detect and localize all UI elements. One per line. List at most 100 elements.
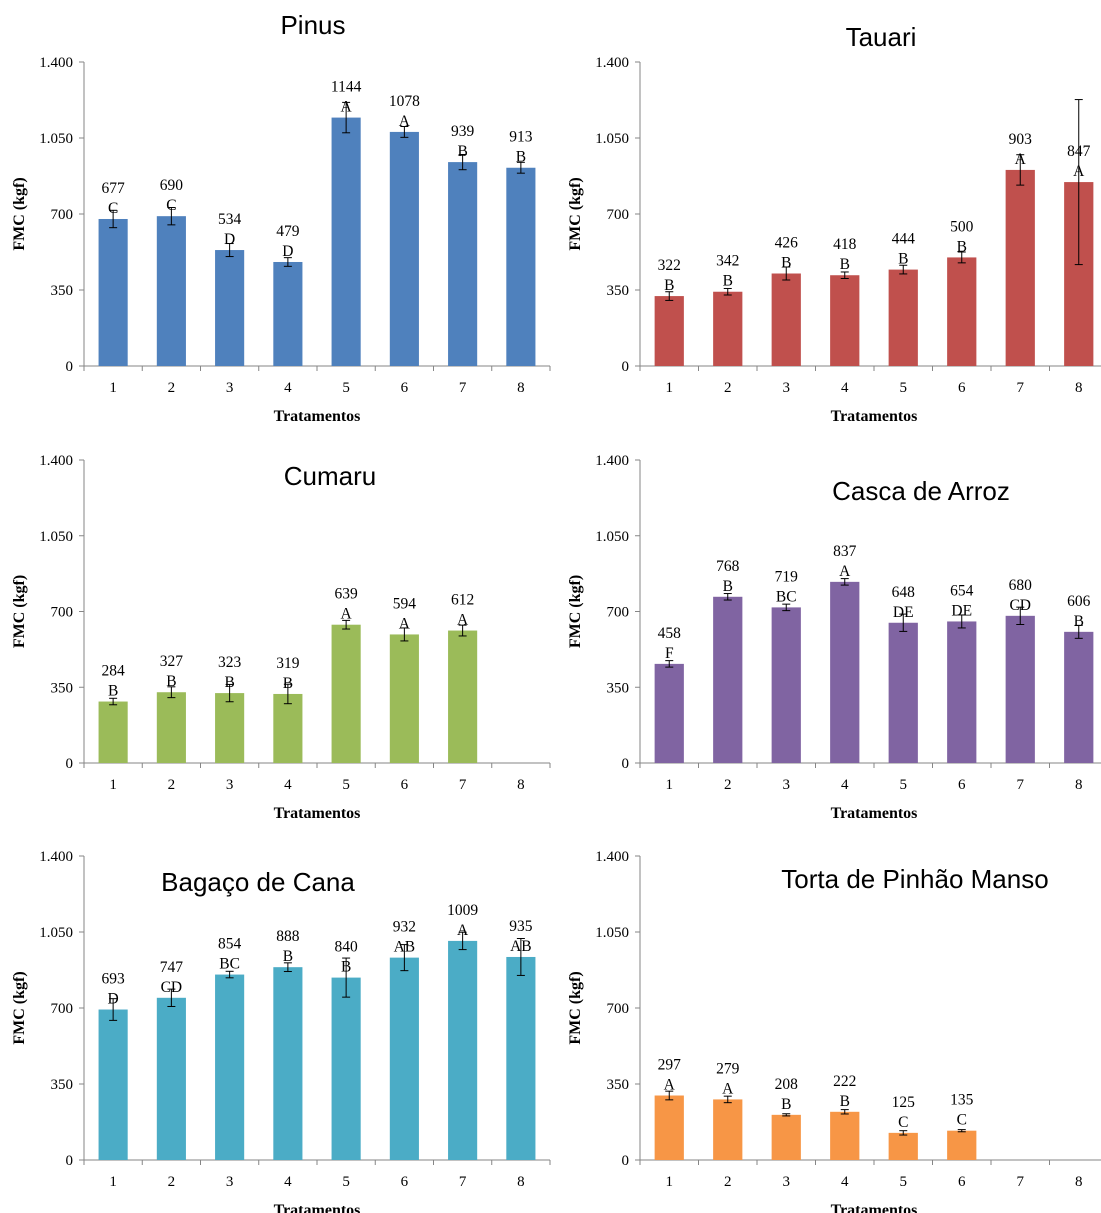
value-label: 837 [833, 543, 857, 560]
bar [98, 701, 128, 763]
x-tick-label: 1 [666, 1174, 674, 1190]
bar [654, 296, 684, 366]
y-tick-label: 350 [607, 680, 630, 696]
x-tick-label: 3 [226, 777, 234, 793]
chart-2: Tauari 0 350 700 1.050 1.400 1 B 322 2 B 342 3 B 426 4 B… [567, 22, 1101, 425]
bar [1005, 615, 1035, 763]
significance-letter: B [840, 1093, 850, 1110]
x-tick-label: 2 [168, 777, 176, 793]
value-label: 768 [716, 558, 740, 575]
x-tick-label: 7 [1017, 380, 1025, 396]
x-tick-label: 1 [666, 380, 674, 396]
significance-letter: C [898, 1114, 908, 1131]
significance-letter: AB [394, 939, 416, 956]
x-tick-label: 7 [459, 380, 467, 396]
x-tick-label: 8 [1075, 777, 1083, 793]
x-tick-label: 3 [226, 1174, 234, 1190]
bar [98, 1009, 128, 1160]
y-tick-label: 350 [51, 1077, 74, 1093]
x-tick-label: 2 [724, 380, 732, 396]
value-label: 690 [160, 177, 184, 194]
y-tick-label: 350 [607, 1077, 630, 1093]
y-tick-label: 700 [607, 605, 630, 621]
x-tick-label: 4 [284, 380, 292, 396]
x-tick-label: 5 [900, 380, 908, 396]
significance-letter: C [957, 1112, 967, 1129]
significance-letter: B [108, 683, 118, 700]
value-label: 693 [102, 971, 126, 988]
bar [389, 634, 419, 763]
y-tick-label: 0 [622, 756, 630, 772]
value-label: 677 [102, 180, 126, 197]
x-tick-label: 6 [958, 1174, 966, 1190]
value-label: 342 [716, 253, 739, 270]
bar [888, 622, 918, 763]
chart-title: Casca de Arroz [832, 476, 1010, 506]
bar [331, 117, 361, 367]
chart-6: Torta de Pinhão Manso 0 350 700 1.050 1.400 1 A… [567, 849, 1101, 1213]
y-tick-label: 0 [66, 756, 74, 772]
value-label: 479 [276, 223, 300, 240]
x-tick-label: 4 [841, 777, 849, 793]
value-label: 458 [658, 625, 682, 642]
significance-letter: A [341, 99, 353, 116]
bar [888, 269, 918, 366]
y-axis-label: FMC (kgf) [567, 575, 584, 648]
significance-letter: A [722, 1080, 734, 1097]
x-tick-label: 8 [517, 380, 525, 396]
y-tick-label: 1.400 [39, 453, 73, 469]
bar [888, 1132, 918, 1160]
x-tick-label: 5 [900, 777, 908, 793]
bar [830, 1111, 860, 1160]
x-tick-label: 7 [1017, 777, 1025, 793]
bar [273, 693, 303, 763]
value-label: 426 [775, 234, 799, 251]
value-label: 1078 [389, 93, 420, 110]
x-tick-label: 1 [666, 777, 674, 793]
x-tick-label: 4 [284, 777, 292, 793]
chart-title: Pinus [280, 10, 345, 40]
bar [713, 1099, 743, 1160]
significance-letter: D [224, 231, 235, 248]
bar [389, 131, 419, 366]
x-tick-label: 7 [459, 777, 467, 793]
value-label: 323 [218, 654, 242, 671]
x-tick-label: 1 [109, 1174, 117, 1190]
significance-letter: C [108, 200, 118, 217]
value-label: 639 [335, 586, 359, 603]
significance-letter: B [283, 948, 293, 965]
value-label: 594 [393, 595, 417, 612]
significance-letter: CD [161, 979, 183, 996]
y-tick-label: 1.400 [39, 849, 73, 865]
y-tick-label: 1.400 [595, 55, 629, 71]
significance-letter: C [166, 197, 176, 214]
y-tick-label: 700 [51, 207, 74, 223]
x-tick-label: 3 [783, 380, 791, 396]
x-tick-label: 8 [517, 777, 525, 793]
x-axis-label: Tratamentos [831, 805, 918, 822]
bar [156, 997, 186, 1160]
bar [215, 250, 245, 366]
x-tick-label: 7 [459, 1174, 467, 1190]
bar [771, 273, 801, 366]
y-tick-label: 1.050 [595, 529, 629, 545]
significance-letter: B [840, 256, 850, 273]
value-label: 854 [218, 936, 242, 953]
x-tick-label: 5 [342, 380, 350, 396]
value-label: 648 [892, 584, 916, 601]
y-tick-label: 700 [51, 605, 74, 621]
bar [830, 275, 860, 366]
x-tick-label: 4 [841, 1174, 849, 1190]
bar [947, 621, 977, 763]
y-tick-label: 350 [51, 283, 74, 299]
significance-letter: B [1074, 613, 1084, 630]
significance-letter: B [224, 674, 234, 691]
significance-letter: B [898, 251, 908, 268]
significance-letter: F [665, 645, 674, 662]
value-label: 719 [775, 568, 799, 585]
value-label: 297 [658, 1057, 682, 1074]
bar [448, 630, 478, 763]
chart-title: Torta de Pinhão Manso [781, 864, 1048, 894]
value-label: 913 [509, 129, 533, 146]
